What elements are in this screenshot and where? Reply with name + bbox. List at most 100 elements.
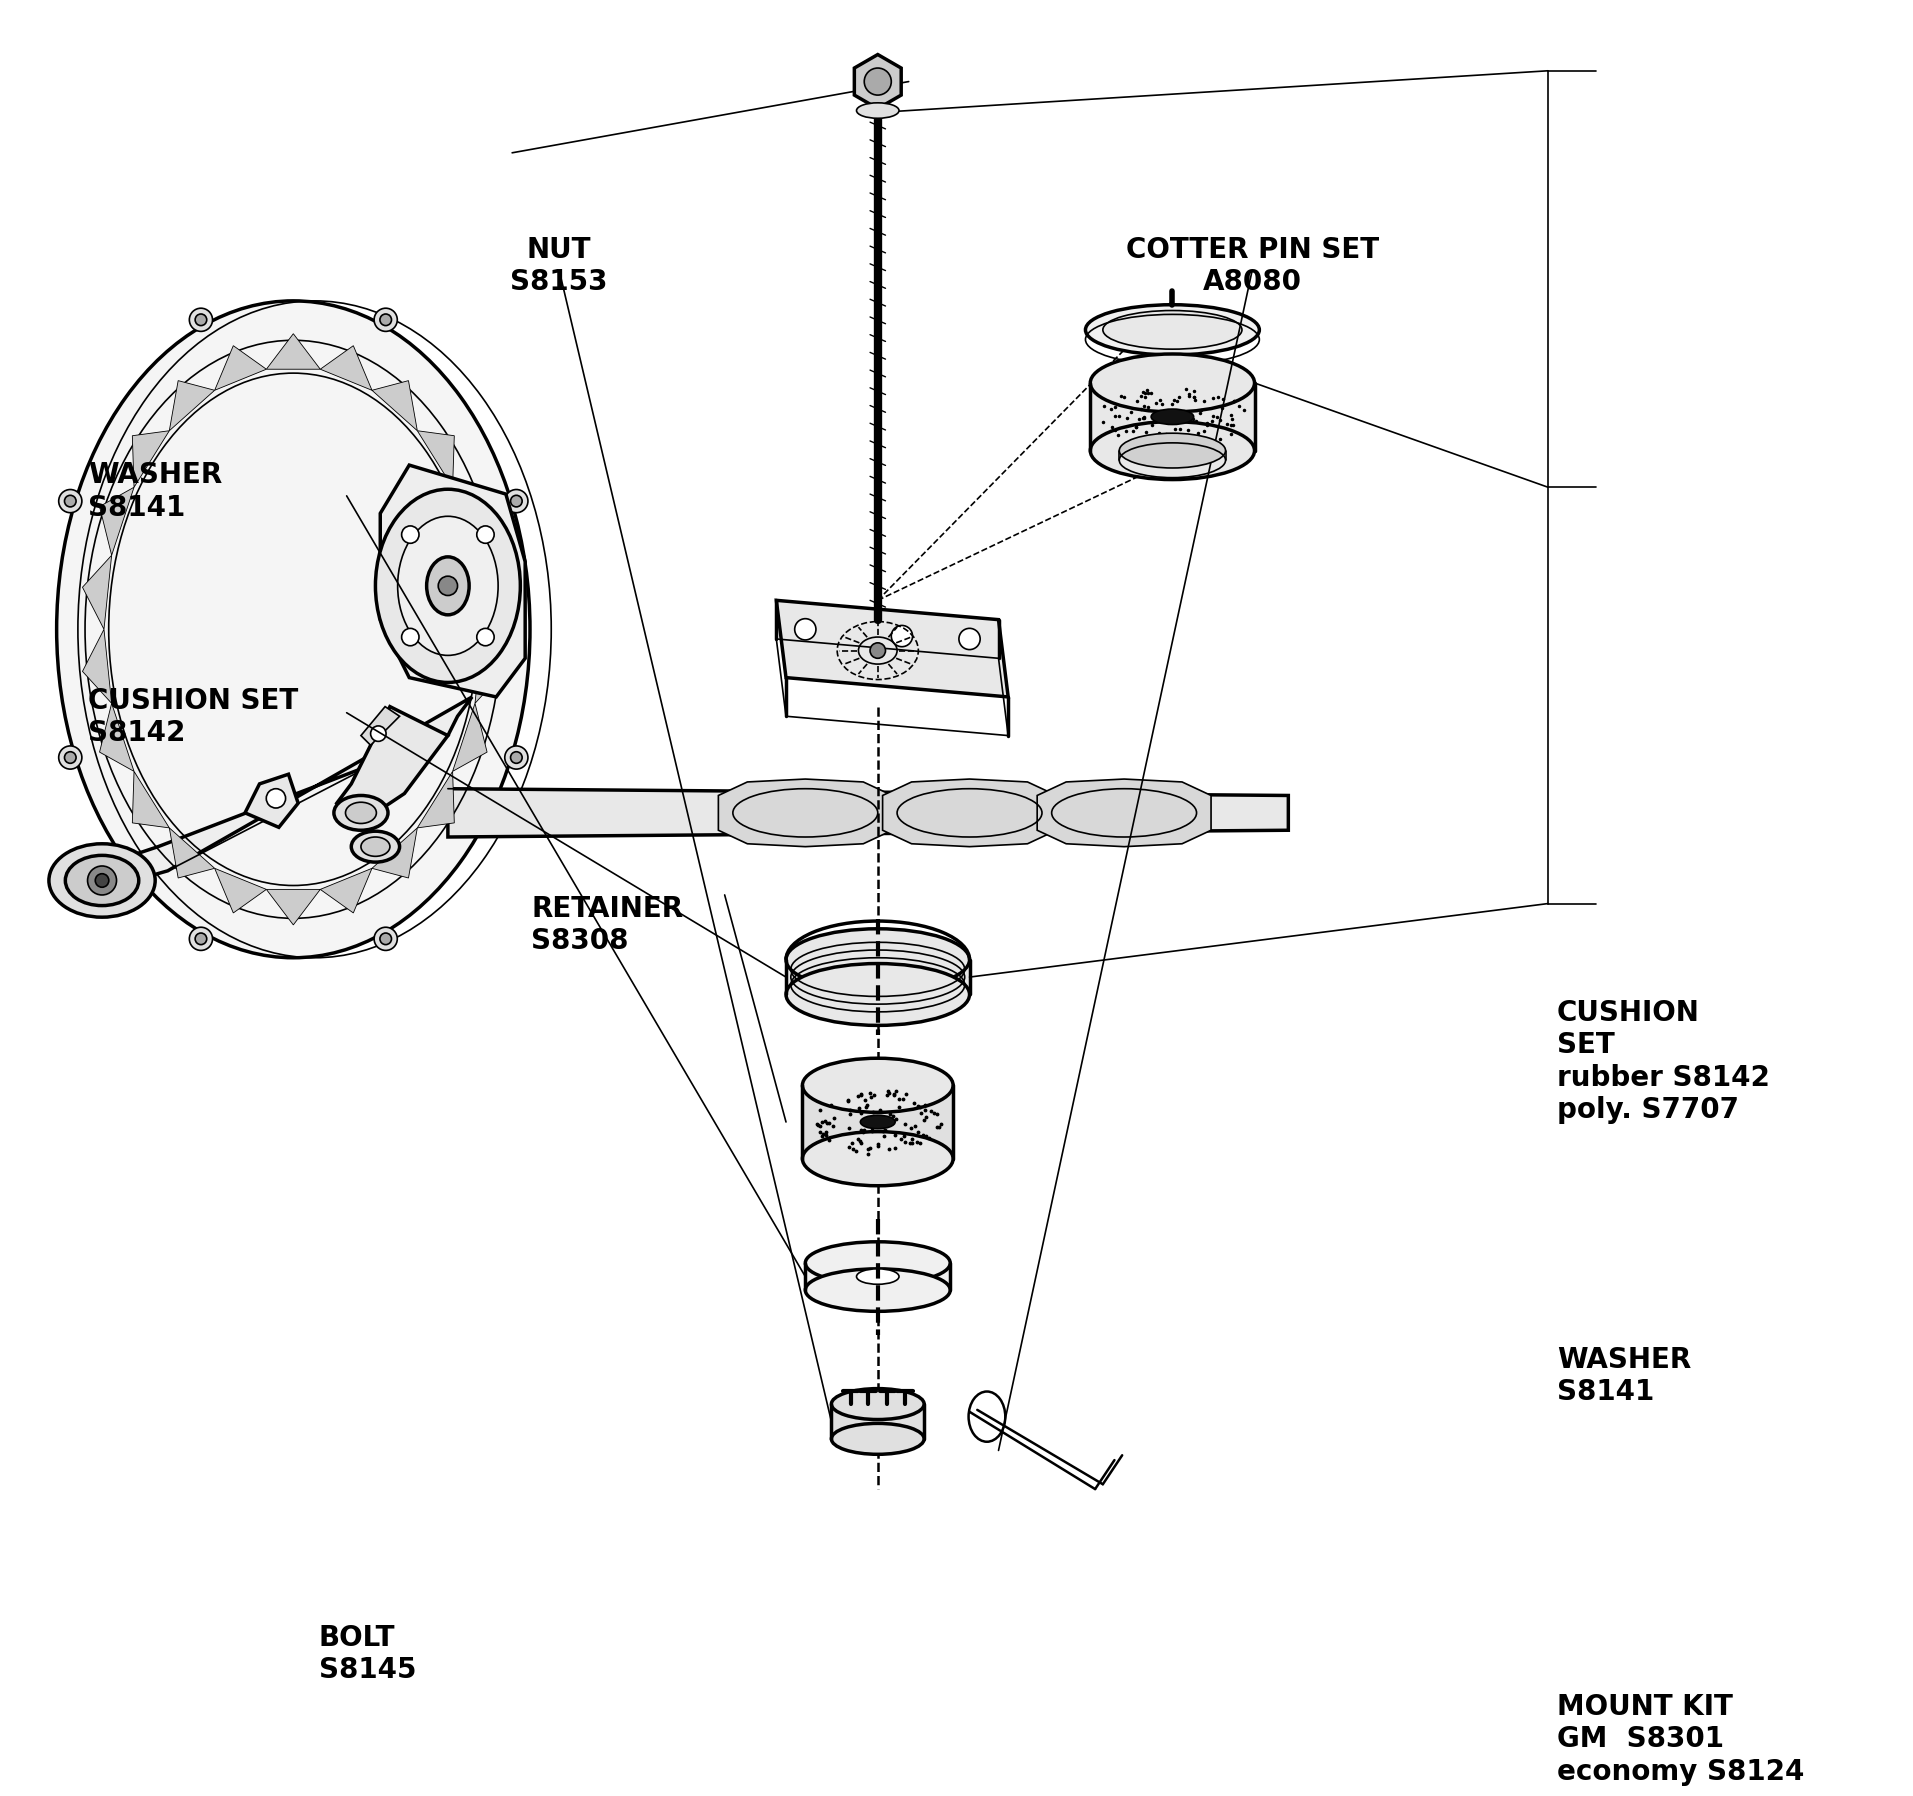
Ellipse shape — [398, 515, 497, 656]
Ellipse shape — [346, 803, 377, 824]
Polygon shape — [474, 555, 505, 629]
Ellipse shape — [786, 929, 970, 991]
Circle shape — [476, 526, 494, 544]
Circle shape — [865, 68, 891, 95]
Polygon shape — [448, 788, 1287, 837]
Polygon shape — [474, 629, 505, 704]
Polygon shape — [882, 779, 1056, 846]
Ellipse shape — [57, 302, 530, 957]
Ellipse shape — [1104, 311, 1242, 348]
Ellipse shape — [802, 1058, 953, 1112]
Circle shape — [195, 934, 207, 945]
Polygon shape — [786, 959, 970, 995]
Ellipse shape — [832, 1424, 924, 1455]
Circle shape — [266, 788, 285, 808]
Polygon shape — [777, 600, 1008, 697]
Ellipse shape — [861, 1115, 895, 1128]
Text: BOLT
S8145: BOLT S8145 — [319, 1624, 417, 1685]
Ellipse shape — [1119, 433, 1226, 469]
Circle shape — [371, 726, 386, 742]
Polygon shape — [805, 1263, 951, 1290]
Polygon shape — [1037, 779, 1211, 846]
Ellipse shape — [802, 1131, 953, 1185]
Polygon shape — [453, 487, 488, 555]
Ellipse shape — [335, 796, 388, 830]
Circle shape — [476, 629, 494, 647]
Text: NUT
S8153: NUT S8153 — [511, 235, 608, 296]
Polygon shape — [1090, 383, 1255, 451]
Polygon shape — [832, 1404, 924, 1439]
Ellipse shape — [1090, 422, 1255, 480]
Circle shape — [870, 643, 886, 659]
Polygon shape — [86, 697, 473, 891]
Ellipse shape — [786, 964, 970, 1026]
Polygon shape — [99, 487, 134, 555]
Circle shape — [189, 309, 212, 332]
Circle shape — [402, 629, 419, 647]
Ellipse shape — [50, 844, 155, 918]
Text: RETAINER
S8308: RETAINER S8308 — [532, 894, 683, 955]
Circle shape — [195, 314, 207, 325]
Ellipse shape — [65, 855, 140, 905]
Polygon shape — [855, 54, 901, 108]
Polygon shape — [371, 381, 417, 431]
Circle shape — [402, 526, 419, 544]
Circle shape — [59, 745, 82, 769]
Polygon shape — [214, 345, 266, 390]
Polygon shape — [82, 629, 111, 704]
Circle shape — [375, 309, 398, 332]
Ellipse shape — [1090, 354, 1255, 411]
Polygon shape — [719, 779, 891, 846]
Circle shape — [505, 745, 528, 769]
Polygon shape — [132, 770, 170, 828]
Circle shape — [794, 618, 817, 639]
Polygon shape — [802, 1085, 953, 1158]
Ellipse shape — [832, 1388, 924, 1419]
Polygon shape — [417, 431, 453, 487]
Polygon shape — [82, 555, 111, 629]
Text: COTTER PIN SET
A8080: COTTER PIN SET A8080 — [1125, 235, 1379, 296]
Ellipse shape — [805, 1268, 951, 1311]
Text: MOUNT KIT
GM  S8301
economy S8124: MOUNT KIT GM S8301 economy S8124 — [1557, 1694, 1804, 1785]
Polygon shape — [170, 828, 214, 878]
Polygon shape — [266, 889, 319, 925]
Polygon shape — [245, 774, 298, 828]
Polygon shape — [417, 770, 453, 828]
Circle shape — [511, 753, 522, 763]
Text: WASHER
S8141: WASHER S8141 — [1557, 1345, 1691, 1406]
Text: CUSHION
SET
rubber S8142
poly. S7707: CUSHION SET rubber S8142 poly. S7707 — [1557, 999, 1770, 1124]
Text: CUSHION SET
S8142: CUSHION SET S8142 — [88, 686, 298, 747]
Polygon shape — [319, 345, 371, 390]
Circle shape — [65, 496, 77, 506]
Circle shape — [438, 577, 457, 596]
Polygon shape — [337, 706, 448, 823]
Ellipse shape — [352, 832, 400, 862]
Polygon shape — [362, 706, 400, 745]
Circle shape — [511, 496, 522, 506]
Circle shape — [381, 314, 392, 325]
Polygon shape — [99, 704, 134, 770]
Ellipse shape — [857, 102, 899, 119]
Ellipse shape — [857, 1268, 899, 1284]
Polygon shape — [453, 704, 488, 770]
Ellipse shape — [805, 1241, 951, 1284]
Ellipse shape — [1152, 409, 1194, 424]
Circle shape — [59, 490, 82, 512]
Circle shape — [958, 629, 979, 650]
Circle shape — [96, 873, 109, 887]
Polygon shape — [214, 867, 266, 912]
Ellipse shape — [375, 489, 520, 682]
Polygon shape — [319, 867, 371, 912]
Circle shape — [505, 490, 528, 512]
Ellipse shape — [1085, 305, 1259, 356]
Polygon shape — [381, 465, 526, 697]
Ellipse shape — [362, 837, 390, 857]
Circle shape — [189, 927, 212, 950]
Ellipse shape — [427, 557, 469, 614]
Circle shape — [381, 934, 392, 945]
Circle shape — [88, 866, 117, 894]
Text: WASHER
S8141: WASHER S8141 — [88, 462, 222, 521]
Polygon shape — [371, 828, 417, 878]
Polygon shape — [132, 431, 170, 487]
Circle shape — [375, 927, 398, 950]
